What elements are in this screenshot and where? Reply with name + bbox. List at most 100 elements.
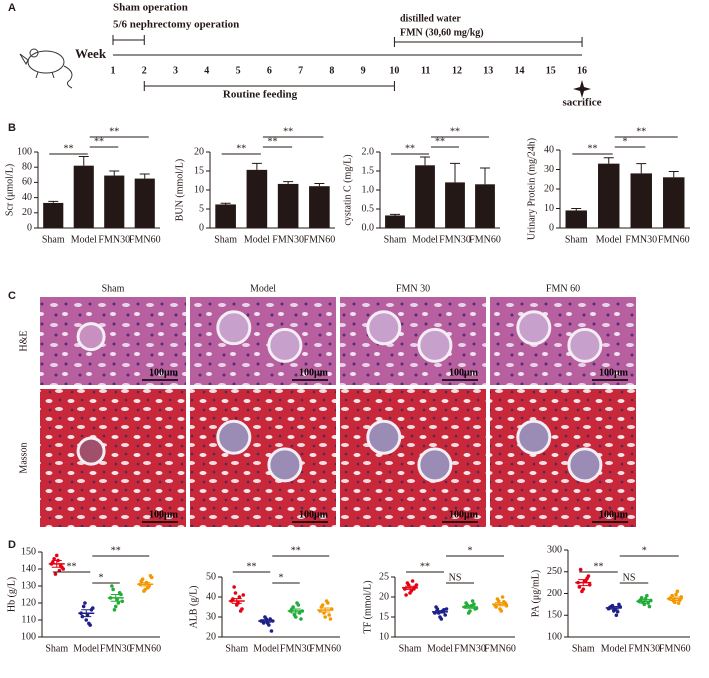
data-point — [587, 583, 592, 587]
data-point — [111, 587, 115, 592]
error-bar — [290, 608, 301, 614]
x-tick-label: FMN30 — [454, 643, 486, 654]
x-tick-label: Sham — [399, 643, 422, 654]
x-tick-label: FMN30 — [439, 234, 471, 245]
x-tick-label: FMN60 — [469, 234, 501, 245]
y-tick-label: 0.0 — [362, 222, 375, 233]
error-bar — [636, 163, 647, 174]
x-tick-label: Sham — [225, 643, 248, 654]
data-point — [51, 560, 55, 564]
y-tick-label: 30 — [206, 611, 216, 622]
data-point — [409, 589, 414, 593]
data-point — [117, 591, 122, 595]
glomerulus — [216, 419, 252, 455]
data-point — [269, 629, 274, 633]
error-bar — [668, 170, 679, 178]
data-point — [233, 591, 238, 595]
row-label: Masson — [18, 442, 29, 473]
error-bar — [261, 619, 272, 623]
x-tick-label: Model — [412, 234, 438, 245]
data-point — [83, 601, 87, 605]
data-point — [61, 567, 66, 571]
data-point — [674, 592, 678, 597]
mouse-icon — [19, 48, 73, 89]
data-point — [149, 575, 154, 580]
significance-label: * — [279, 572, 284, 583]
error-bar — [603, 157, 614, 164]
histology-image — [340, 297, 486, 385]
y-tick-label: 10 — [194, 184, 204, 195]
data-point — [139, 579, 144, 583]
panel-label: C — [8, 290, 16, 302]
glomerulus — [516, 419, 552, 455]
scale-bar-label: 100μm — [449, 509, 479, 520]
glomerulus — [516, 310, 552, 346]
bar — [134, 178, 155, 228]
week-number: 5 — [236, 65, 241, 76]
data-point — [434, 605, 438, 609]
axis — [567, 550, 690, 638]
error-bar — [465, 605, 475, 609]
error-bar — [495, 602, 505, 607]
y-tick-label: 150 — [21, 546, 36, 557]
week-number: 11 — [421, 65, 430, 76]
significance-label: ** — [420, 561, 430, 572]
y-tick-label: 15 — [379, 611, 389, 622]
week-number: 4 — [204, 65, 209, 76]
y-tick-label: 60 — [22, 177, 32, 188]
glomerulus — [366, 419, 402, 455]
y-axis-label: Hb (g/L) — [6, 577, 17, 612]
y-tick-label: 30 — [544, 164, 554, 175]
x-tick-label: Sham — [214, 234, 237, 245]
week-number: 8 — [329, 65, 334, 76]
y-tick-label: 20 — [379, 591, 389, 602]
y-tick-label: 5 — [199, 203, 204, 214]
panel-label: A — [8, 2, 16, 14]
scale-bar-label: 100μm — [599, 509, 629, 520]
glomerulus — [567, 327, 603, 363]
y-tick-label: 130 — [21, 580, 36, 591]
data-point — [645, 593, 649, 598]
histology-image — [40, 297, 186, 385]
scale-bar-label: 100μm — [149, 509, 179, 520]
data-point — [142, 589, 146, 593]
data-point — [52, 557, 56, 561]
y-tick-label: 20 — [206, 631, 216, 642]
data-point — [676, 601, 681, 605]
data-point — [84, 618, 89, 622]
glomerulus — [567, 447, 603, 483]
x-tick-label: FMN30 — [98, 234, 130, 245]
x-tick-label: FMN30 — [272, 234, 304, 245]
column-label: FMN 30 — [396, 283, 430, 294]
bar — [43, 202, 64, 228]
panel-label: D — [8, 539, 16, 551]
glomerulus — [417, 447, 453, 483]
significance-label: NS — [449, 572, 462, 583]
feeding-label: Routine feeding — [223, 89, 298, 101]
error-bar — [480, 167, 490, 185]
data-point — [444, 607, 449, 611]
glomerulus — [76, 322, 106, 352]
error-bar — [669, 596, 680, 601]
y-tick-label: 1.5 — [362, 165, 375, 176]
data-point — [404, 593, 408, 597]
error-bar — [608, 606, 619, 610]
x-tick-label: FMN60 — [484, 643, 516, 654]
data-point — [614, 613, 619, 618]
significance-label: ** — [291, 545, 301, 556]
data-point — [113, 604, 118, 609]
y-tick-label: 200 — [547, 588, 562, 599]
error-bar — [81, 609, 92, 618]
significance-label: ** — [247, 561, 257, 572]
x-tick-label: FMN60 — [304, 234, 336, 245]
fmn-label: FMN (30,60 mg/kg) — [400, 27, 484, 38]
bar — [215, 204, 236, 228]
data-point — [328, 617, 333, 621]
data-point — [58, 563, 63, 568]
y-tick-label: 40 — [22, 192, 32, 203]
glomerulus — [366, 310, 402, 346]
y-tick-label: 300 — [547, 544, 562, 555]
data-point — [414, 583, 419, 587]
y-tick-label: 25 — [379, 571, 389, 582]
data-point — [292, 613, 297, 617]
